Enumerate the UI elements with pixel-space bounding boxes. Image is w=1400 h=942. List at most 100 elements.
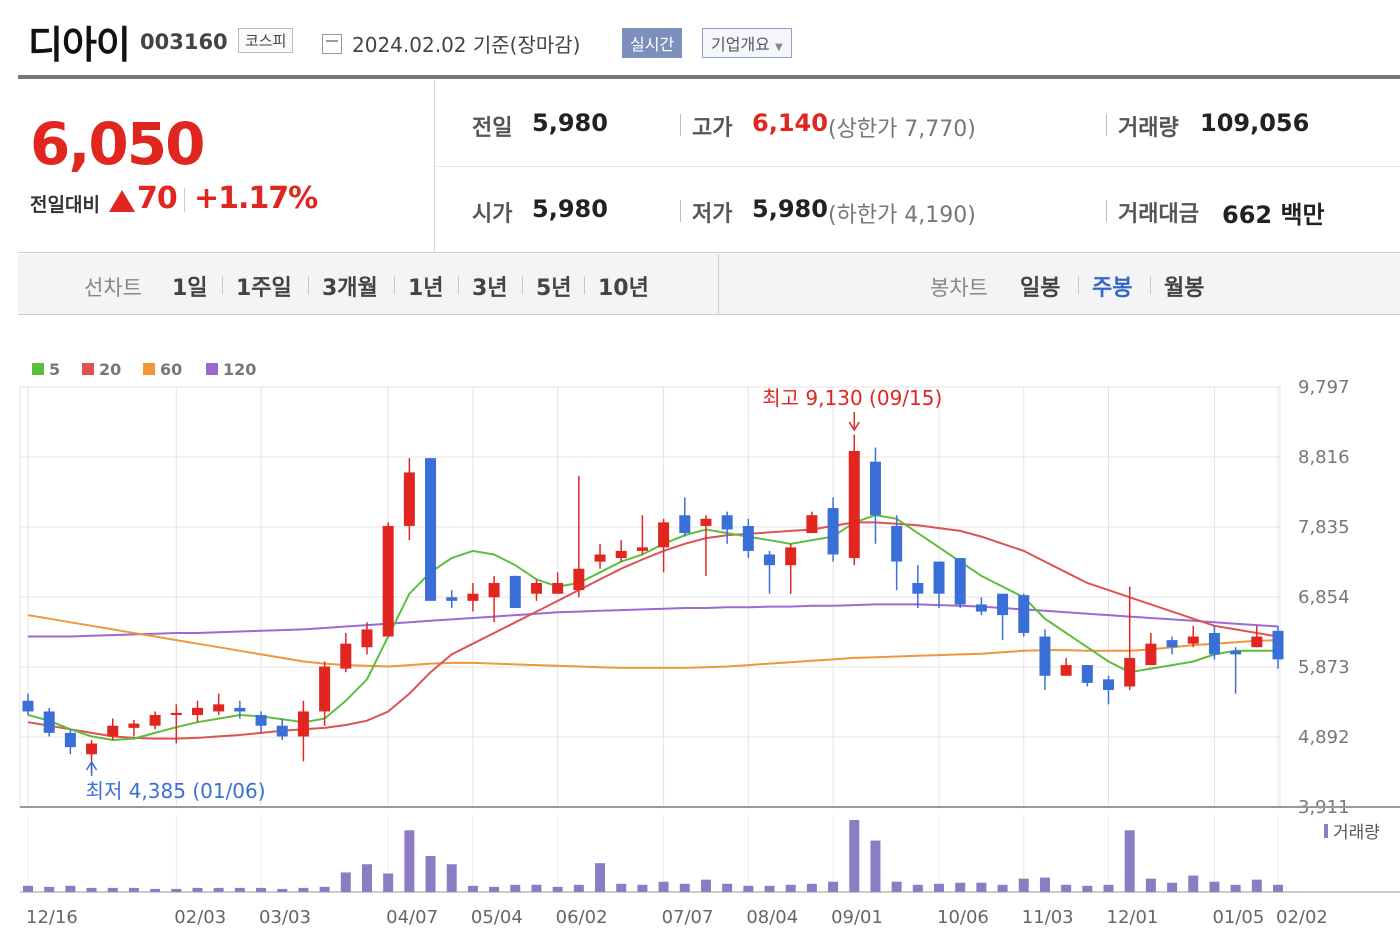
volume-bar — [1251, 879, 1262, 892]
candle-period-tab[interactable]: 일봉 — [1020, 276, 1061, 301]
volume-bar — [1230, 884, 1241, 892]
company-overview-dropdown[interactable]: 기업개요 ▼ — [702, 28, 792, 58]
volume-bar — [319, 886, 330, 892]
x-tick-label: 05/04 — [471, 907, 523, 928]
candle-body — [848, 451, 860, 559]
candle-body — [234, 707, 246, 712]
y-tick-label: 6,854 — [1298, 587, 1350, 608]
volume-bar — [298, 887, 309, 892]
open-value: 5,980 — [532, 195, 608, 223]
line-period-tab[interactable]: 3년 — [472, 276, 508, 301]
candle-chart-label: 봉차트 — [930, 276, 988, 300]
candle-period-tab[interactable]: 주봉 — [1092, 276, 1133, 301]
x-tick-label: 02/02 — [1276, 907, 1328, 928]
line-period-tab[interactable]: 5년 — [536, 276, 572, 301]
candle-body — [997, 593, 1009, 616]
open-label: 시가 — [472, 202, 513, 227]
market-badge: 코스피 — [238, 28, 294, 53]
volume-bar — [1167, 882, 1178, 892]
volume-bar — [467, 885, 478, 892]
volume-bar — [764, 885, 775, 892]
stock-chart: 9,7978,8167,8356,8545,8734,8923,91112/16… — [19, 360, 1400, 928]
header-divider — [18, 75, 1400, 79]
stats-divider — [1106, 200, 1107, 222]
candle-body — [340, 643, 352, 669]
candle-body — [1145, 643, 1157, 666]
legend-swatch — [32, 363, 44, 375]
candle-body — [22, 700, 34, 712]
legend-swatch — [143, 363, 155, 375]
candle-period-tab[interactable]: 월봉 — [1164, 276, 1205, 301]
volume-bar — [722, 883, 733, 892]
volume-label: 거래량 — [1118, 116, 1179, 141]
candle-body — [170, 712, 182, 716]
line-period-tab[interactable]: 1주일 — [236, 276, 292, 301]
volume-bar — [213, 887, 224, 892]
volume-bar — [785, 884, 796, 892]
volume-bar — [107, 887, 118, 892]
stock-code: 003160 — [140, 30, 228, 54]
stats-divider — [1106, 114, 1107, 136]
volume-bar — [340, 872, 351, 892]
volume-bar — [425, 856, 436, 892]
candle-body — [488, 583, 500, 598]
volume-bar — [1124, 830, 1135, 892]
legend-swatch — [82, 363, 94, 375]
candle-body — [742, 525, 754, 551]
x-tick-label: 08/04 — [746, 907, 798, 928]
prev-close-value: 5,980 — [532, 109, 608, 137]
candle-body — [573, 568, 585, 591]
candle-body — [1208, 632, 1220, 655]
volume-bar — [1061, 884, 1072, 892]
candle-body — [1124, 657, 1136, 687]
candle-body — [86, 743, 98, 755]
x-tick-label: 07/07 — [662, 907, 714, 928]
base-date: 2024.02.02 기준(장마감) — [352, 33, 581, 57]
legend-label: 5 — [49, 360, 60, 379]
stats-row-divider — [436, 166, 1400, 167]
volume-bar — [870, 840, 881, 892]
price-panel — [18, 80, 435, 252]
upper-limit: (상한가 7,770) — [828, 117, 976, 142]
volume-bar — [1082, 885, 1093, 892]
candle-body — [149, 715, 161, 726]
candle-body — [107, 725, 119, 737]
panel-bottom-border — [18, 252, 1400, 253]
ma20-line — [27, 521, 1279, 740]
candle-body — [1230, 650, 1242, 655]
candle-body — [446, 597, 458, 601]
volume-bar — [679, 883, 690, 892]
candle-body — [319, 666, 331, 712]
volume-bar — [489, 886, 500, 892]
candle-body — [954, 558, 966, 605]
x-tick-label: 09/01 — [831, 907, 883, 928]
line-period-tab[interactable]: 1일 — [172, 276, 208, 301]
volume-bar — [128, 887, 139, 892]
candle-body — [891, 525, 903, 562]
realtime-button[interactable]: 실시간 — [622, 28, 683, 58]
candle-body — [933, 561, 945, 594]
volume-bar — [616, 883, 627, 892]
volume-bar — [997, 884, 1008, 892]
y-tick-label: 4,892 — [1298, 727, 1350, 748]
line-period-tab[interactable]: 3개월 — [322, 276, 378, 301]
candle-body — [1060, 665, 1072, 676]
volume-bar — [806, 883, 817, 892]
legend-label: 120 — [223, 360, 256, 379]
stats-divider — [680, 114, 681, 136]
line-period-tab[interactable]: 10년 — [598, 276, 649, 301]
chevron-down-icon: ▼ — [774, 42, 783, 53]
legend-label: 20 — [99, 360, 121, 379]
tab-separator — [1078, 276, 1079, 294]
line-period-tab[interactable]: 1년 — [408, 276, 444, 301]
candle-body — [213, 704, 225, 712]
volume-bar — [552, 886, 563, 892]
volume-bar — [192, 887, 203, 892]
candle-body — [721, 515, 733, 530]
volume-bar — [743, 885, 754, 892]
low-label: 저가 — [692, 202, 733, 227]
candle-body — [255, 715, 267, 726]
y-tick-label: 9,797 — [1298, 377, 1350, 398]
x-tick-label: 10/06 — [937, 907, 989, 928]
candle-body — [764, 554, 776, 566]
